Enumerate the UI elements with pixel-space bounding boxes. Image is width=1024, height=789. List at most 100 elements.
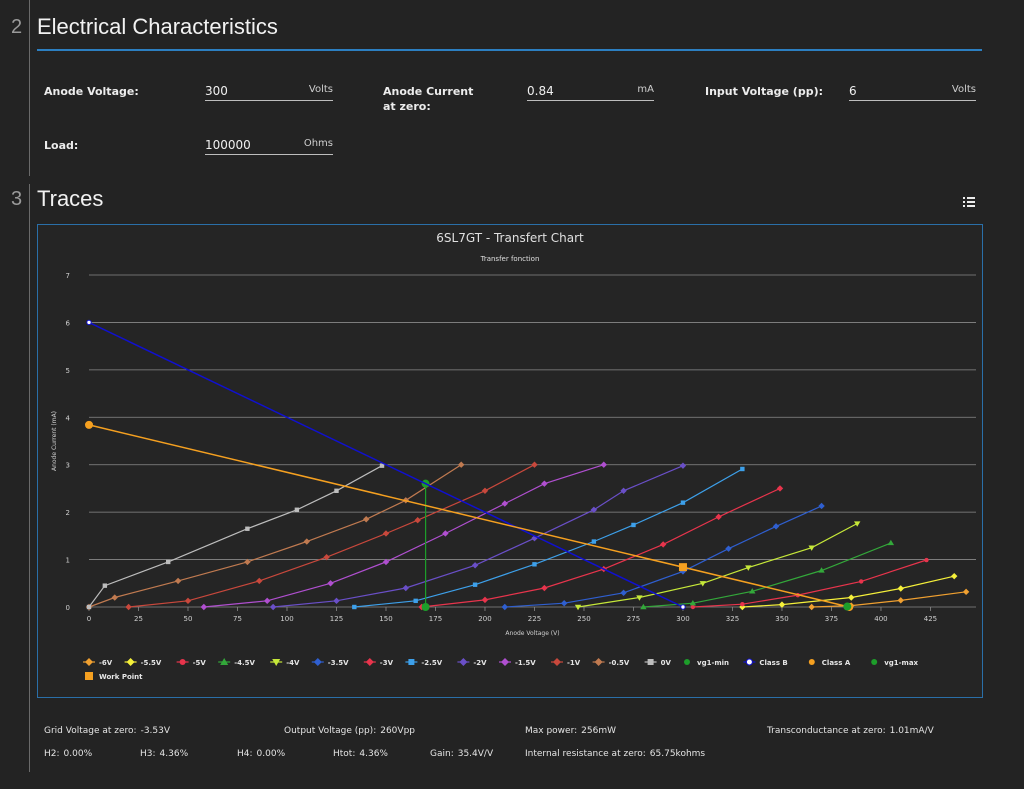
x-tick-label: 75 <box>233 615 242 623</box>
stat-value: 35.4V/V <box>457 749 494 759</box>
legend-item-5_5v-label: -5.5V <box>141 659 162 667</box>
series-2_5v-point <box>740 466 745 472</box>
series-2_5v-point <box>532 562 537 567</box>
x-tick-label: 325 <box>726 615 739 623</box>
anode-current-value: 0.84 <box>527 84 554 98</box>
series-2v-point <box>333 597 340 605</box>
legend-item-work-point-marker <box>85 672 93 680</box>
legend-item-vg1-max-marker <box>871 659 878 665</box>
chart-container: 6SL7GT - Transfert Chart Transfer fonctio… <box>37 224 983 698</box>
series-0_5v-point <box>111 594 118 601</box>
legend-item-3v-label: -3V <box>380 659 394 667</box>
series-2_5v-point <box>413 598 418 604</box>
x-tick-label: 0 <box>87 615 91 623</box>
legend-item-class-b-label: Class B <box>759 659 787 667</box>
series-4v-point <box>854 521 861 527</box>
series-3_5v-point <box>560 600 568 607</box>
series-1_5v-point <box>442 530 449 537</box>
legend-item-3_5v-marker <box>313 658 322 666</box>
stat-label: H3: <box>140 749 156 759</box>
series-1v-point <box>382 530 390 537</box>
anode-voltage-field[interactable]: 300 Volts <box>205 80 333 101</box>
series-3v-point <box>659 541 667 548</box>
series-5_5v-point <box>739 603 746 611</box>
x-tick-label: 125 <box>330 615 343 623</box>
series-1v-point <box>184 597 192 605</box>
series-6v-point <box>962 588 970 596</box>
legend-item-5v-marker <box>179 659 186 665</box>
chart-title: 6SL7GT - Transfert Chart <box>436 231 584 245</box>
series-class-a-point <box>85 420 93 429</box>
series-4v-point <box>636 595 643 601</box>
series-work-point-point <box>678 563 687 572</box>
anode-current-field[interactable]: 0.84 mA <box>527 80 654 101</box>
section-divider <box>37 49 982 51</box>
x-tick-label: 250 <box>577 615 590 623</box>
input-voltage-value: 6 <box>849 84 857 98</box>
series-2_5v-point <box>631 522 636 528</box>
series-5v-point <box>924 557 929 563</box>
section-number: 2 <box>11 16 23 38</box>
series-3_5v-point <box>725 545 732 552</box>
x-tick-label: 150 <box>379 615 392 623</box>
series-1_5v-point <box>327 580 334 587</box>
load-field[interactable]: 100000 Ohms <box>205 134 333 155</box>
load-label: Load: <box>44 139 79 152</box>
series-2_5v-point <box>591 539 597 544</box>
series-0_5v-point <box>244 558 251 566</box>
stat-value: 260Vpp <box>380 726 415 736</box>
legend-item-6v-label: -6V <box>99 659 113 667</box>
input-voltage-label: Input Voltage (pp): <box>705 85 824 98</box>
x-tick-label: 300 <box>676 615 689 623</box>
legend-item-5_5v-marker <box>126 658 135 666</box>
legend-item-0_5v-label: -0.5V <box>609 659 630 667</box>
series-1_5v-point <box>263 597 271 605</box>
transfer-chart: 6SL7GT - Transfert Chart Transfer fonctio… <box>51 231 976 681</box>
stat-h2: H2: 0.00% <box>44 749 92 759</box>
section-title-traces: Traces <box>37 186 104 211</box>
stat-h4: H4: 0.00% <box>237 749 285 759</box>
series-2_5v-point <box>472 582 478 587</box>
stat-h3: H3: 4.36% <box>140 749 188 759</box>
chart-subtitle: Transfer fonction <box>480 255 540 263</box>
legend-item-3_5v-label: -3.5V <box>328 659 349 667</box>
series-3v-point <box>776 485 784 492</box>
series-6v-point <box>897 597 904 604</box>
input-voltage-unit: Volts <box>951 84 976 95</box>
stat-label: Output Voltage (pp): <box>284 726 377 736</box>
series-4_5v-point <box>640 603 647 610</box>
series-2_5v-point <box>352 604 357 610</box>
series-5v-point <box>690 604 696 610</box>
stat-label: Grid Voltage at zero: <box>44 726 137 736</box>
legend-item-class-b-marker <box>745 658 753 666</box>
stat-value: 4.36% <box>359 749 388 759</box>
input-voltage-field[interactable]: 6 Volts <box>849 80 976 101</box>
stat-internal-resistance: Internal resistance at zero: 65.75kohms <box>525 749 705 759</box>
legend-item-1v-label: -1V <box>567 659 581 667</box>
series-3v-point <box>481 596 489 604</box>
x-tick-label: 50 <box>184 615 193 623</box>
legend-item-4v-marker <box>272 659 281 666</box>
x-tick-label: 225 <box>528 615 541 623</box>
series-3_5v-point <box>679 568 687 575</box>
stat-grid-voltage: Grid Voltage at zero: -3.53V <box>44 726 170 736</box>
x-tick-label: 425 <box>924 615 937 623</box>
legend-item-0v-label: 0V <box>661 659 672 667</box>
series-0_5v-point <box>362 516 370 523</box>
legend-item-5v-label: -5V <box>193 659 207 667</box>
stat-gain: Gain: 35.4V/V <box>430 749 493 759</box>
stat-label: Gain: <box>430 749 454 759</box>
series-2v-point <box>402 584 409 592</box>
x-tick-label: 350 <box>775 615 788 623</box>
series-5v-point <box>858 579 864 584</box>
stat-value: 256mW <box>581 726 617 736</box>
y-tick-label: 5 <box>66 367 70 375</box>
legend-item-4_5v-marker <box>220 658 229 665</box>
series-0v-point <box>165 559 171 565</box>
anode-voltage-value: 300 <box>205 84 228 98</box>
list-icon[interactable] <box>963 197 975 209</box>
series-4v-point <box>699 581 706 587</box>
series-5_5v-point <box>848 594 855 601</box>
stat-transconductance: Transconductance at zero: 1.01mA/V <box>767 726 934 736</box>
y-tick-label: 1 <box>66 557 70 565</box>
